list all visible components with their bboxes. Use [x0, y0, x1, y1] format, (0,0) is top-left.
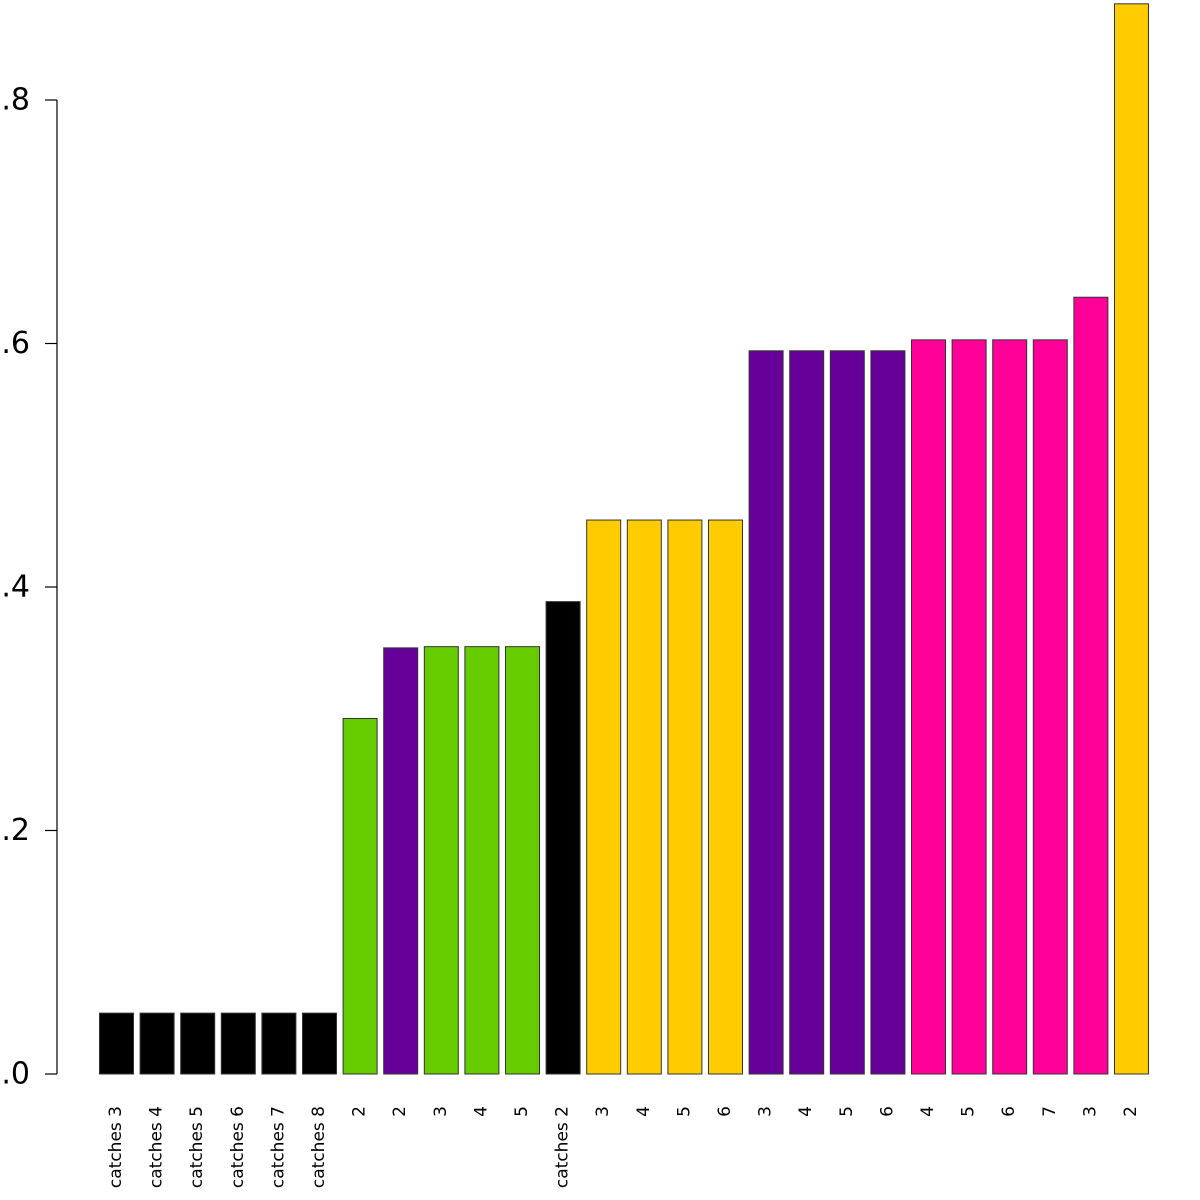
bars [99, 3, 1149, 1075]
x-tick-label: 3 [1080, 1106, 1100, 1117]
x-tick-label: 7 [1040, 1106, 1060, 1117]
bar [586, 519, 622, 1075]
bar [261, 1012, 297, 1075]
bar [789, 350, 825, 1075]
x-tick-label: catches 5 [187, 1106, 207, 1188]
x-tick-label: 5 [959, 1106, 979, 1117]
x-tick-label: catches 3 [106, 1106, 126, 1188]
bar [180, 1012, 216, 1075]
bar [139, 1012, 175, 1075]
x-tick-label: 3 [431, 1106, 451, 1117]
bar [626, 519, 662, 1075]
x-tick-label: 6 [715, 1106, 735, 1117]
bar [99, 1012, 134, 1075]
bar [911, 339, 946, 1075]
x-tick-label: 5 [512, 1106, 532, 1117]
x-tick-label: catches 2 [553, 1106, 573, 1188]
x-tick-label: catches 7 [268, 1106, 288, 1188]
bar [505, 646, 540, 1075]
x-tick-label: 6 [999, 1106, 1019, 1117]
x-tick-label: 2 [1121, 1106, 1141, 1117]
bar [423, 646, 459, 1075]
bar [1032, 339, 1068, 1075]
y-tick-label: 0.4 [0, 570, 30, 605]
x-tick-label: 2 [390, 1106, 410, 1117]
y-tick-label: 0.8 [0, 83, 30, 118]
bar [302, 1012, 337, 1075]
bar [342, 717, 378, 1075]
bar [1073, 296, 1109, 1075]
x-tick-label: 4 [634, 1106, 654, 1117]
x-tick-label: 3 [593, 1106, 613, 1117]
bar [1114, 3, 1149, 1075]
bar [829, 350, 865, 1075]
bar [464, 646, 500, 1075]
bar [545, 601, 581, 1075]
y-tick-label: 0.6 [0, 326, 30, 361]
y-axis: 0.0 0.2 0.4 0.6 0.8 [0, 83, 58, 1092]
bar [992, 339, 1028, 1075]
bar [748, 350, 784, 1075]
bar [951, 339, 987, 1075]
x-tick-label: 6 [877, 1106, 897, 1117]
bar [220, 1012, 256, 1075]
bar [708, 519, 743, 1075]
bar [870, 350, 906, 1075]
x-tick-label: catches 4 [147, 1106, 167, 1188]
x-tick-label: 3 [756, 1106, 776, 1117]
y-tick-label: 0.2 [0, 813, 30, 848]
x-tick-label: 4 [796, 1106, 816, 1117]
bar [667, 519, 703, 1075]
x-axis-labels: catches 3 catches 4 catches 5 catches 6 catc… [106, 1106, 1141, 1188]
x-tick-label: 2 [350, 1106, 370, 1117]
x-tick-label: 4 [471, 1106, 491, 1117]
x-tick-label: catches 6 [228, 1106, 248, 1188]
x-tick-label: 5 [674, 1106, 694, 1117]
x-tick-label: 4 [918, 1106, 938, 1117]
x-tick-label: 5 [837, 1106, 857, 1117]
y-tick-label: 0.0 [0, 1057, 30, 1092]
x-tick-label: catches 8 [309, 1106, 329, 1188]
bar [383, 647, 419, 1075]
